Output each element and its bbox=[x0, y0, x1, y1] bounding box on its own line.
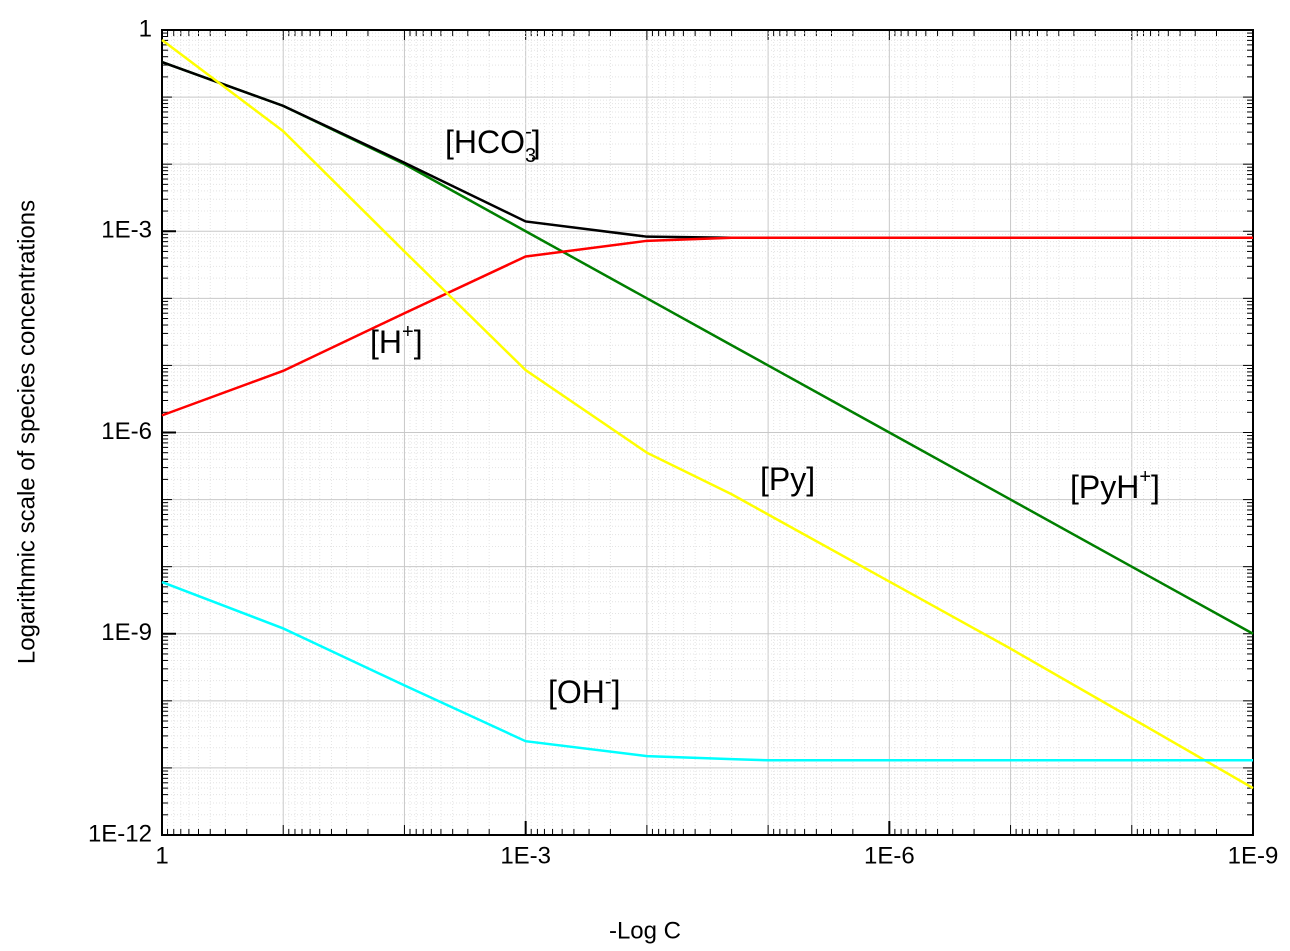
series-line bbox=[161, 236, 1253, 417]
annotation-text: [Py] bbox=[760, 461, 815, 497]
annotation-text: [PyH bbox=[1070, 469, 1139, 505]
x-tick-label: 1 bbox=[155, 842, 168, 869]
annotation-sup: - bbox=[605, 671, 612, 693]
annotation-sup: - bbox=[525, 121, 532, 143]
annotation-tail: ] bbox=[414, 324, 423, 360]
y-axis-title: Logarithmic scale of species concentrati… bbox=[13, 200, 40, 664]
series-line bbox=[161, 580, 1253, 762]
annotation-tail: ] bbox=[612, 674, 621, 710]
annotation-sup: + bbox=[1139, 466, 1151, 488]
annotation-sub: 3 bbox=[525, 145, 536, 167]
y-tick-label: 1E-3 bbox=[101, 217, 152, 244]
x-tick-label: 1E-9 bbox=[1228, 842, 1279, 869]
annotation-tail: ] bbox=[1151, 469, 1160, 505]
series-line bbox=[161, 60, 732, 239]
y-tick-label: 1E-6 bbox=[101, 418, 152, 445]
annotation-text: [OH bbox=[548, 674, 605, 710]
y-tick-label: 1E-12 bbox=[88, 820, 152, 847]
annotation: [OH-] bbox=[548, 671, 620, 710]
x-tick-label: 1E-3 bbox=[500, 842, 551, 869]
x-axis-title: -Log C bbox=[609, 917, 681, 944]
series-line bbox=[161, 38, 1254, 790]
annotation-tail: ] bbox=[532, 124, 541, 160]
annotation: [HCO3-] bbox=[445, 121, 541, 167]
y-tick-label: 1E-9 bbox=[101, 619, 152, 646]
annotation: [H+] bbox=[370, 321, 423, 360]
annotation-text: [H bbox=[370, 324, 402, 360]
annotation-text: [HCO bbox=[445, 124, 525, 160]
annotation: [Py] bbox=[760, 461, 815, 497]
plot-frame bbox=[161, 29, 1254, 836]
x-tick-label: 1E-6 bbox=[864, 842, 915, 869]
y-tick-label: 1 bbox=[139, 15, 152, 42]
annotation-sup: + bbox=[402, 321, 414, 343]
annotation: [PyH+] bbox=[1070, 466, 1160, 505]
series-line bbox=[161, 60, 1254, 635]
